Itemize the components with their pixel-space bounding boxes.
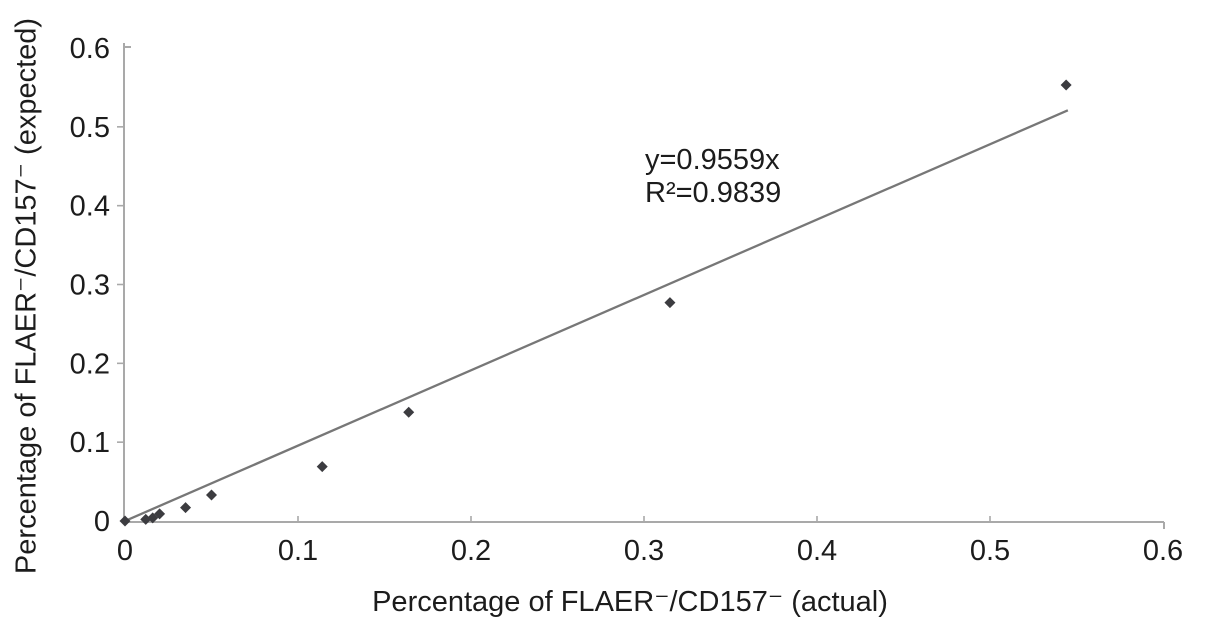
data-point-diamond xyxy=(1060,79,1072,91)
x-tick-label: 0.1 xyxy=(278,535,318,567)
y-tick-label: 0.2 xyxy=(70,348,110,380)
data-point-diamond xyxy=(154,508,166,520)
x-tick-label: 0.6 xyxy=(1143,535,1183,567)
y-tick-label: 0.3 xyxy=(70,270,110,302)
x-tick-label: 0.2 xyxy=(451,535,491,567)
data-point-diamond xyxy=(206,489,217,501)
trendline xyxy=(124,109,1069,523)
x-axis-title: Percentage of FLAER⁻/CD157⁻ (actual) xyxy=(372,586,888,618)
y-tick-label: 0.1 xyxy=(70,427,110,459)
x-tick-label: 0.3 xyxy=(624,535,664,567)
x-tick-label: 0 xyxy=(117,535,133,567)
r-squared-value: R²=0.9839 xyxy=(645,177,782,209)
data-point-diamond xyxy=(119,515,131,527)
y-tick-label: 0.6 xyxy=(70,33,110,65)
x-tick-label: 0.4 xyxy=(797,535,837,567)
y-axis-title: Percentage of FLAER⁻/CD157⁻ (expected) xyxy=(10,17,43,575)
y-tick-label: 0 xyxy=(94,506,110,538)
y-tick-label: 0.5 xyxy=(70,112,110,144)
trendline-annotation: y=0.9559x R²=0.9839 xyxy=(645,144,781,210)
data-point-diamond xyxy=(180,502,192,514)
data-point-diamond xyxy=(403,406,415,418)
trendline-equation: y=0.9559x xyxy=(645,144,780,176)
data-point-diamond xyxy=(664,297,676,309)
y-tick-label: 0.4 xyxy=(70,191,110,223)
data-point-diamond xyxy=(316,461,328,473)
x-tick-label: 0.5 xyxy=(970,535,1010,567)
